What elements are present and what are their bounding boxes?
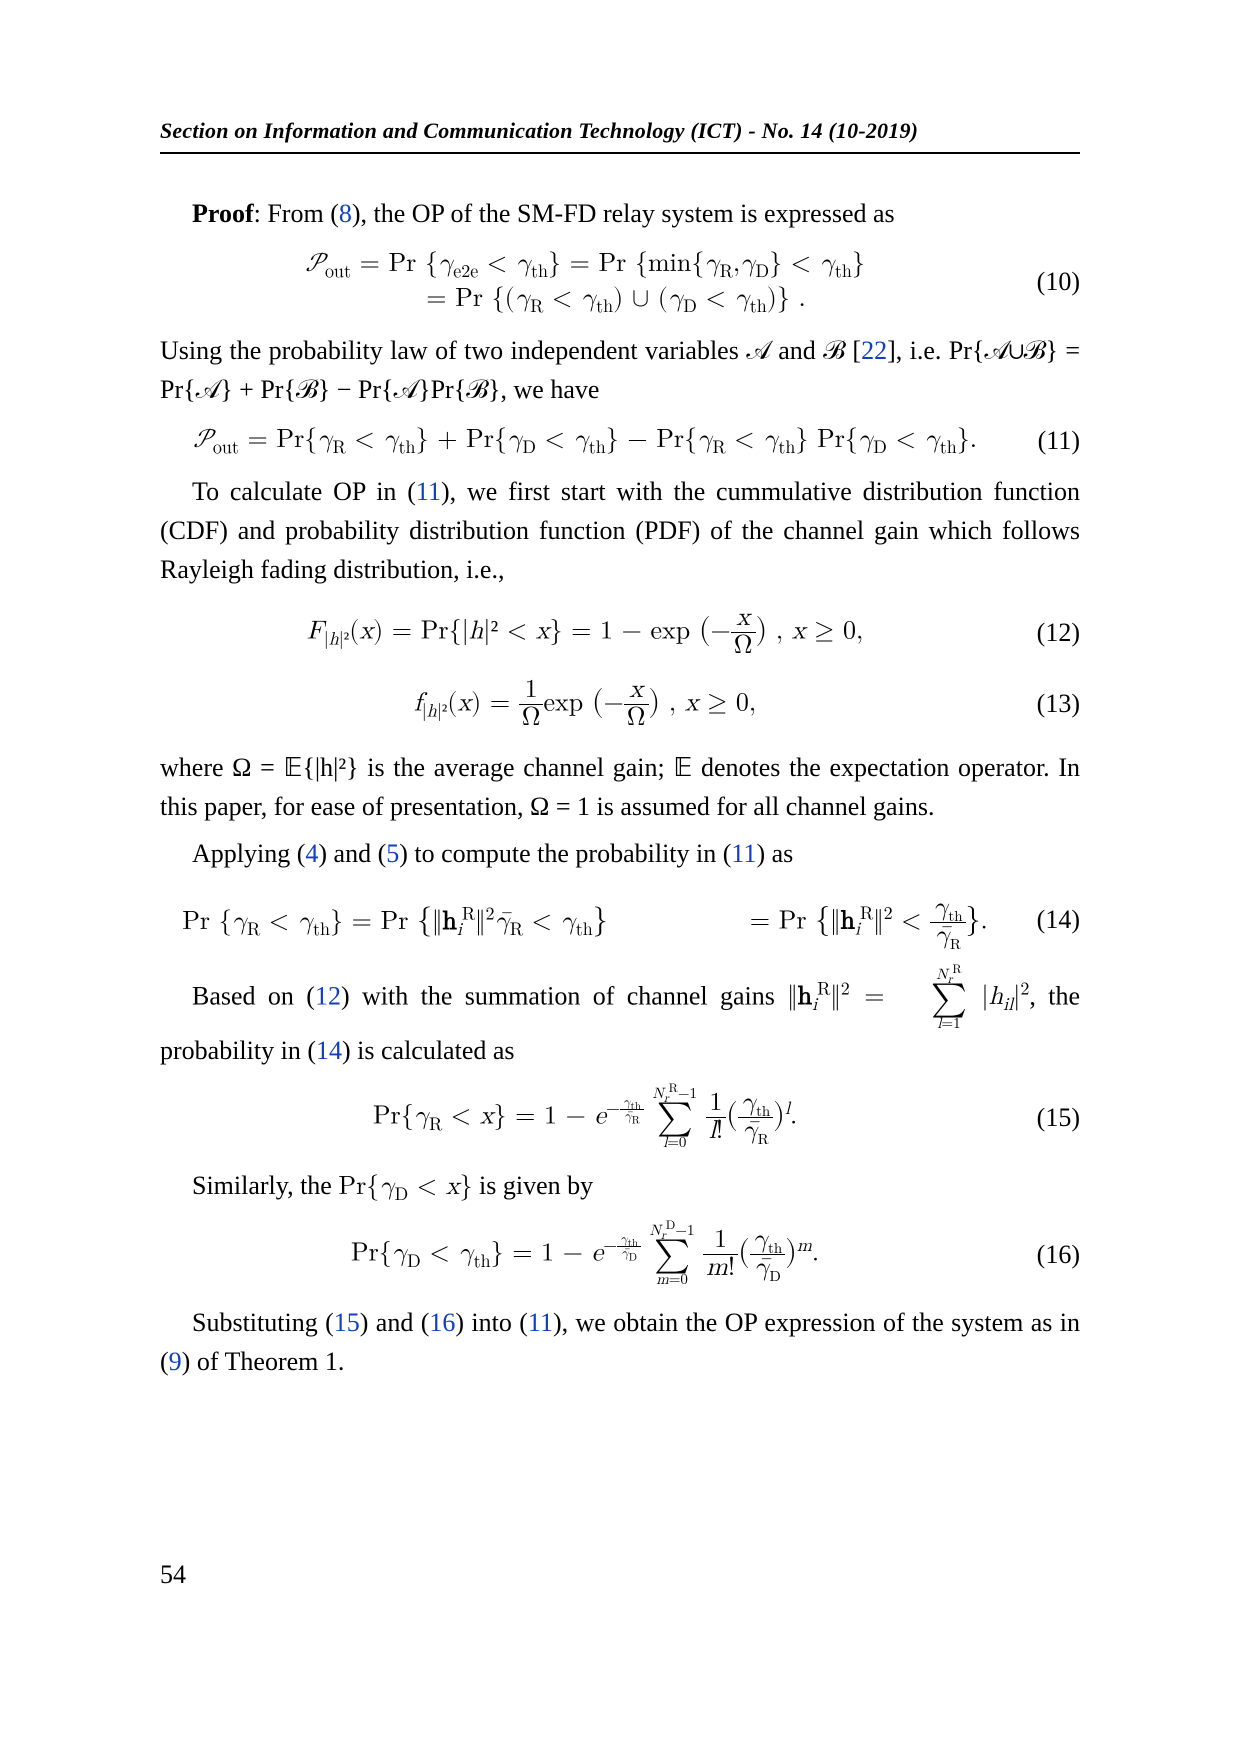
p5a: Applying ( [192, 839, 305, 868]
eq12-number: (12) [1010, 618, 1080, 648]
p8e: ) of Theorem 1. [182, 1347, 345, 1376]
ref-14[interactable]: 14 [316, 1036, 342, 1065]
ref-11b[interactable]: 11 [731, 839, 756, 868]
ref-11a[interactable]: 11 [416, 477, 441, 506]
p1a: : From ( [254, 199, 339, 228]
ref-8[interactable]: 8 [339, 199, 352, 228]
ref-5[interactable]: 5 [386, 839, 399, 868]
eq16-number: (16) [1010, 1240, 1080, 1270]
ref-9[interactable]: 9 [169, 1347, 182, 1376]
eq12-body: F|h|²(x) = Pr{|h|² < x} = 1 − exp (−xΩ) … [307, 605, 863, 661]
proof-label: Proof [192, 199, 254, 228]
p6a: Based on ( [192, 981, 315, 1010]
eq10-line2: = Pr {(γR < γth) ∪ (γD < γth)} . [364, 284, 805, 315]
p5: Applying (4) and (5) to compute the prob… [160, 834, 1080, 873]
eq11-number: (11) [1010, 426, 1080, 456]
eq14-line2: = Pr {‖hiR‖2 < γthγ̄R}. [612, 895, 988, 951]
p3: To calculate OP in (11), we first start … [160, 472, 1080, 589]
p7: Similarly, the Pr{γD < x} is given by [160, 1166, 1080, 1207]
eq10-number: (10) [1010, 267, 1080, 297]
proof-paragraph: Proof: From (8), the OP of the SM-FD rel… [160, 194, 1080, 233]
p4: where Ω = 𝔼{|h|²} is the average channel… [160, 748, 1080, 826]
p2: Using the probability law of two indepen… [160, 331, 1080, 409]
ref-11c[interactable]: 11 [528, 1308, 553, 1337]
p6: Based on (12) with the summation of chan… [160, 967, 1080, 1070]
eq15-body: Pr{γR < x} = 1 − e−γthγ̄R NrR−1∑l=0 1l!(… [373, 1086, 797, 1150]
eq11-body: 𝒫out = Pr{γR < γth} + Pr{γD < γth} − Pr{… [193, 425, 977, 456]
equation-13: f|h|²(x) = 1Ωexp (−xΩ) , x ≥ 0, (13) [160, 677, 1080, 733]
equation-11: 𝒫out = Pr{γR < γth} + Pr{γD < γth} − Pr{… [160, 425, 1080, 456]
equation-15: Pr{γR < x} = 1 − e−γthγ̄R NrR−1∑l=0 1l!(… [160, 1086, 1080, 1150]
equation-12: F|h|²(x) = Pr{|h|² < x} = 1 − exp (−xΩ) … [160, 605, 1080, 661]
equation-10: 𝒫out = Pr {γe2e < γth} = Pr {min{γR,γD} … [160, 249, 1080, 315]
equation-16: Pr{γD < γth} = 1 − e−γthγ̄D NrD−1∑m=0 1m… [160, 1223, 1080, 1287]
ref-22[interactable]: 22 [861, 336, 887, 365]
p8a: Substituting ( [192, 1308, 334, 1337]
eq15-number: (15) [1010, 1103, 1080, 1133]
ref-4[interactable]: 4 [305, 839, 318, 868]
p8: Substituting (15) and (16) into (11), we… [160, 1303, 1080, 1381]
ref-16[interactable]: 16 [429, 1308, 455, 1337]
eq14-number: (14) [1010, 905, 1080, 935]
equation-14: Pr {γR < γth} = Pr {‖hiR‖2γ̄R < γth} = P… [160, 889, 1080, 951]
page-number: 54 [160, 1560, 186, 1590]
eq13-number: (13) [1010, 689, 1080, 719]
running-header: Section on Information and Communication… [160, 118, 1080, 144]
p6b: ) with the summation of channel gains [341, 981, 787, 1010]
p5d: ) as [756, 839, 793, 868]
inline-sum: ‖hiR‖2 = NrR∑l=1 |hil|2 [787, 984, 1029, 1010]
p3a: To calculate OP in ( [192, 477, 416, 506]
eq13-body: f|h|²(x) = 1Ωexp (−xΩ) , x ≥ 0, [414, 677, 756, 733]
p1b: ), the OP of the SM-FD relay system is e… [352, 199, 895, 228]
p5b: ) and ( [318, 839, 386, 868]
p2a: Using the probability law of two indepen… [160, 336, 861, 365]
eq14-line1: Pr {γR < γth} = Pr {‖hiR‖2γ̄R < γth} [182, 902, 608, 938]
header-rule [160, 152, 1080, 154]
p8c: ) into ( [455, 1308, 528, 1337]
eq16-body: Pr{γD < γth} = 1 − e−γthγ̄D NrD−1∑m=0 1m… [351, 1223, 819, 1287]
p5c: ) to compute the probability in ( [399, 839, 731, 868]
p8b: ) and ( [360, 1308, 430, 1337]
p6d: ) is calculated as [342, 1036, 515, 1065]
eq10-line1: 𝒫out = Pr {γe2e < γth} = Pr {min{γR,γD} … [305, 249, 865, 280]
ref-12[interactable]: 12 [315, 981, 341, 1010]
ref-15[interactable]: 15 [334, 1308, 360, 1337]
